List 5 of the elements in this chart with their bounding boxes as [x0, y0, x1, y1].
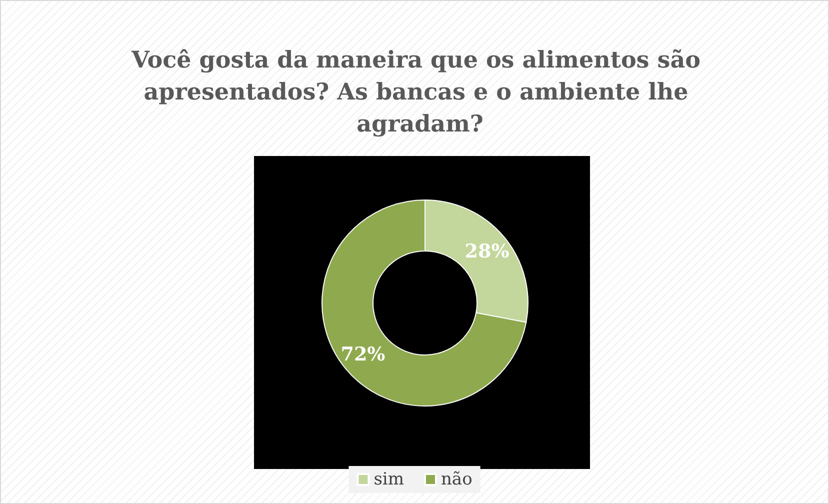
- legend-label: sim: [374, 470, 404, 490]
- legend-label: não: [440, 470, 472, 490]
- chart-title: Você gosta da maneira que os alimentos são apresentados? As bancas e o ambiente lhe agradam?: [130, 46, 708, 138]
- data-label: 28%: [464, 240, 510, 263]
- data-label: 72%: [340, 343, 386, 366]
